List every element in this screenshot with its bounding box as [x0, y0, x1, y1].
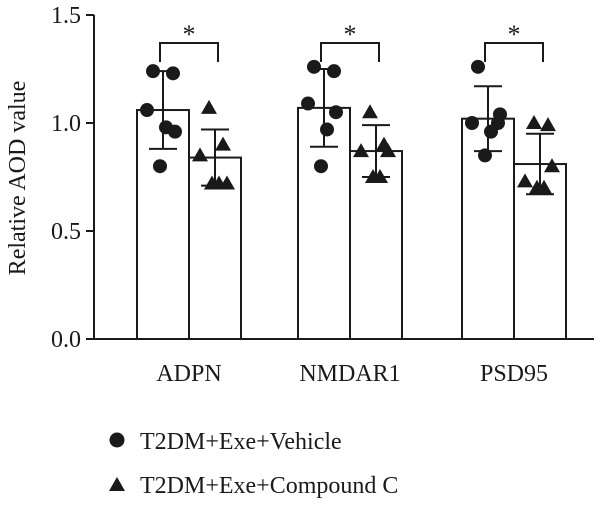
- y-axis-label: Relative AOD value: [5, 81, 31, 276]
- data-point-circle: [166, 66, 180, 81]
- data-point-circle: [329, 105, 343, 120]
- significance-bracket: [159, 42, 219, 62]
- significance-bracket: [484, 42, 544, 62]
- data-point-circle: [307, 59, 321, 74]
- data-point-triangle: [380, 143, 396, 158]
- significance-bracket: [320, 42, 380, 62]
- y-ticks: 0.0 0.5 1.0 1.5: [51, 3, 94, 353]
- data-point-circle: [168, 124, 182, 139]
- error-bars: [149, 68, 554, 196]
- data-point-triangle: [192, 147, 208, 162]
- significance-star: *: [183, 20, 196, 49]
- data-point-circle: [314, 159, 328, 174]
- legend: T2DM+Exe+Vehicle T2DM+Exe+Compound C: [109, 429, 398, 499]
- legend-circle-marker: [109, 432, 125, 448]
- data-point-triangle: [362, 104, 378, 119]
- legend-label-vehicle: T2DM+Exe+Vehicle: [140, 429, 342, 455]
- significance-star: *: [344, 20, 357, 49]
- y-tick-label: 0.5: [51, 219, 81, 245]
- y-tick-label: 1.0: [51, 111, 81, 137]
- data-point-triangle: [215, 136, 231, 151]
- x-tick-label: PSD95: [480, 361, 548, 387]
- x-tick-labels: ADPN NMDAR1 PSD95: [156, 361, 548, 387]
- x-tick-label: ADPN: [156, 361, 221, 387]
- y-tick-label: 0.0: [51, 327, 81, 353]
- data-point-triangle: [353, 143, 369, 158]
- legend-label-compound-c: T2DM+Exe+Compound C: [140, 473, 398, 499]
- data-point-circle: [471, 59, 485, 74]
- data-point-circle: [140, 103, 154, 118]
- bars: [136, 106, 567, 341]
- data-point-circle: [153, 159, 167, 174]
- significance-brackets: * * *: [159, 20, 544, 62]
- data-point-circle: [493, 107, 507, 122]
- data-point-triangle: [517, 173, 533, 188]
- data-point-circle: [301, 96, 315, 111]
- data-point-triangle: [544, 158, 560, 173]
- data-point-circle: [320, 122, 334, 137]
- data-point-triangle: [526, 115, 542, 129]
- data-point-triangle: [540, 117, 556, 132]
- significance-star: *: [508, 20, 521, 49]
- data-point-circle: [327, 64, 341, 79]
- y-tick-label: 1.5: [51, 3, 81, 29]
- x-tick-label: NMDAR1: [299, 361, 400, 387]
- data-point-circle: [484, 124, 498, 139]
- data-point-triangle: [201, 99, 217, 114]
- legend-triangle-marker: [109, 477, 125, 491]
- data-point-circle: [465, 116, 479, 130]
